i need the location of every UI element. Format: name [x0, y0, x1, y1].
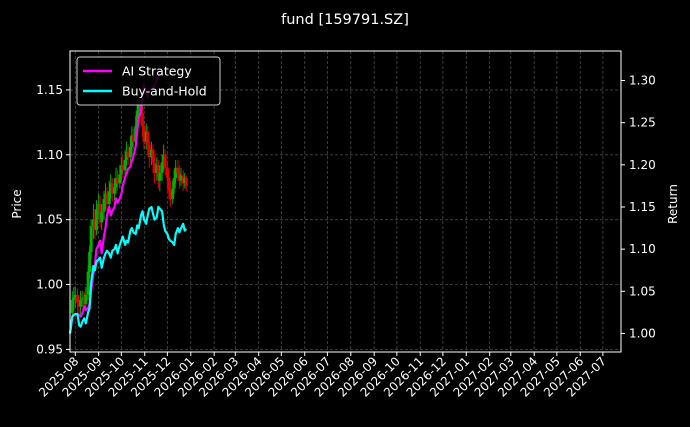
candle-body [91, 219, 95, 227]
plot-frame [69, 50, 622, 353]
y-right-tick-label: 1.00 [629, 326, 656, 340]
candle-body [77, 302, 81, 307]
candle-body [89, 226, 93, 253]
candle-body [128, 147, 132, 158]
y-left-tick-label: 0.95 [36, 342, 63, 356]
candle-body [147, 144, 151, 158]
candle-body [110, 183, 114, 194]
candle-body [113, 187, 117, 194]
candle-body [86, 271, 90, 295]
candle-body [102, 198, 106, 212]
candle-body [179, 175, 183, 181]
y-left-tick-label: 1.00 [36, 278, 63, 292]
candle-body [125, 152, 129, 160]
candle-body [88, 252, 92, 272]
y-right-tick-label: 1.25 [629, 116, 656, 130]
candle-body [134, 126, 138, 142]
candle-body [93, 219, 97, 231]
candle-body [98, 204, 102, 223]
candle-body [137, 102, 141, 111]
candle-body [183, 178, 187, 184]
candle-body [103, 193, 107, 199]
candle-body [142, 126, 146, 142]
y-left-tick-label: 1.10 [36, 148, 63, 162]
candle-body [167, 178, 171, 192]
candle-body [73, 294, 77, 298]
candle-body [176, 167, 180, 173]
candle-body [100, 211, 104, 223]
legend-label: AI Strategy [122, 64, 192, 79]
candle-body [131, 135, 135, 142]
y-axis-left-title: Price [10, 189, 24, 218]
candle-body [140, 113, 144, 127]
candle-body [158, 172, 162, 181]
candle-body [116, 178, 120, 184]
legend-box [76, 56, 221, 106]
y-right-tick-label: 1.05 [629, 284, 656, 298]
candle-body [76, 294, 80, 303]
candle-body [84, 294, 88, 304]
candle-body [153, 162, 157, 173]
candle-body [160, 162, 164, 173]
candle-body [114, 178, 118, 188]
candle-body [155, 165, 159, 173]
candle-body [184, 178, 188, 186]
candle-body [165, 167, 169, 179]
y-right-tick-label: 1.30 [629, 74, 656, 88]
candle-body [130, 135, 134, 148]
candle-body [171, 188, 175, 199]
candle-body [181, 175, 185, 184]
candle-body [119, 165, 123, 175]
candle-body [156, 165, 160, 181]
candle-body [126, 152, 130, 158]
candle-body [174, 167, 178, 179]
buy-and-hold-line [68, 205, 188, 334]
y-right-tick-label: 1.10 [629, 242, 656, 256]
candle-body [172, 178, 176, 189]
y-axis-right-title: Return [666, 184, 680, 224]
candle-body [107, 191, 111, 205]
candle-body [135, 110, 139, 127]
candle-body [123, 159, 127, 171]
candle-body [177, 172, 181, 181]
y-left-tick-label: 1.15 [36, 83, 63, 97]
candle-body [97, 204, 101, 210]
candle-body [121, 165, 125, 171]
candle-body [82, 297, 86, 304]
candle-body [162, 154, 166, 163]
candle-body [109, 183, 113, 192]
candle-body [144, 131, 148, 142]
candle-body [105, 193, 109, 205]
candle-body [70, 300, 74, 314]
candle-body [72, 297, 76, 301]
candle-body [151, 149, 155, 163]
candle-body [146, 131, 150, 145]
y-left-tick-label: 1.05 [36, 213, 63, 227]
legend-label: Buy-and-Hold [122, 84, 207, 99]
candle-body [81, 297, 85, 301]
candle-body [150, 149, 154, 158]
chart-title: fund [159791.SZ] [281, 12, 409, 28]
legend: AI Strategy Buy-and-Hold [76, 56, 221, 106]
candle-body [163, 154, 167, 168]
y-right-tick-label: 1.15 [629, 200, 656, 214]
y-right-tick-label: 1.20 [629, 158, 656, 172]
candle-body [168, 191, 172, 199]
candle-body [94, 209, 98, 231]
candle-body [118, 174, 122, 184]
candle-body [79, 300, 83, 307]
